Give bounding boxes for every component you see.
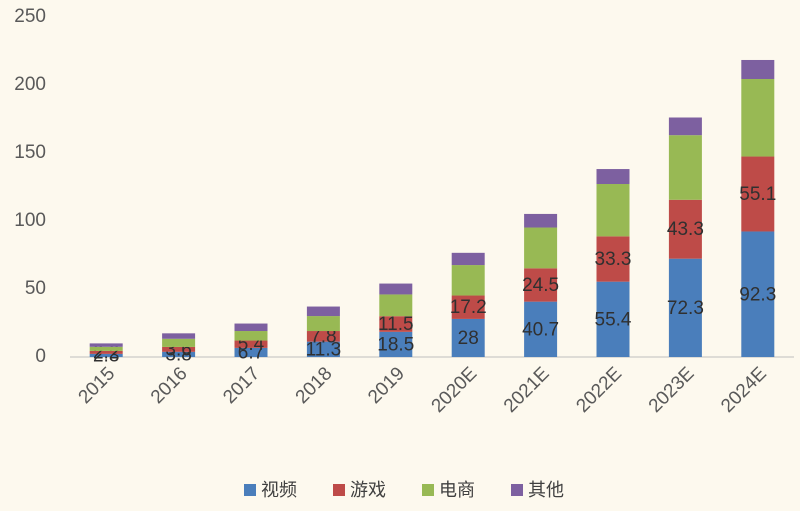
data-label: 40.7 — [522, 319, 559, 340]
bar-segment — [451, 295, 485, 319]
bar-segment — [596, 169, 630, 185]
bar-segment — [234, 331, 268, 341]
x-tick-label: 2023E — [645, 363, 699, 417]
bar-segment — [524, 227, 558, 269]
data-label: 28 — [458, 328, 479, 349]
x-tick-label: 2018 — [292, 363, 337, 408]
legend-label: 其他 — [528, 480, 564, 500]
y-tick-label: 0 — [35, 346, 46, 367]
y-tick-label: 50 — [25, 278, 46, 299]
data-label: 72.3 — [667, 298, 704, 319]
y-tick-label: 150 — [14, 142, 46, 163]
bar-segment — [668, 117, 702, 136]
data-label: 92.3 — [739, 284, 776, 305]
bar-segment — [524, 268, 558, 302]
bar-segment — [379, 331, 413, 357]
x-tick-label: 2017 — [219, 363, 264, 408]
bar-segment — [234, 323, 268, 332]
bar-segment — [306, 306, 340, 317]
bar-segment — [89, 353, 123, 357]
bar-segment — [89, 346, 123, 351]
bar-segment — [451, 252, 485, 266]
bar-segment — [668, 199, 702, 259]
x-tick-label: 2015 — [75, 363, 120, 408]
bar-segment — [306, 331, 340, 342]
bar-segment — [89, 350, 123, 354]
bar-segment — [668, 258, 702, 357]
bar-segment — [162, 338, 196, 347]
bar-segment — [162, 346, 196, 352]
x-tick-label: 2019 — [364, 363, 409, 408]
data-label: 24.5 — [522, 275, 559, 296]
bar-segment — [596, 281, 630, 357]
x-tick-label: 2024E — [717, 363, 771, 417]
legend-swatch — [244, 484, 256, 496]
bar-segment — [89, 343, 123, 347]
data-label: 43.3 — [667, 219, 704, 240]
data-label: 55.1 — [739, 184, 776, 205]
bar-segment — [379, 283, 413, 295]
legend-label: 电商 — [439, 480, 475, 500]
bar-segment — [596, 184, 630, 237]
data-label: 33.3 — [595, 249, 632, 270]
legend-swatch — [422, 484, 434, 496]
data-label: 18.5 — [377, 334, 414, 355]
bar-segment — [306, 341, 340, 357]
bar-segment — [596, 236, 630, 282]
data-label: 55.4 — [595, 309, 632, 330]
y-tick-label: 200 — [14, 74, 46, 95]
bar-segment — [524, 301, 558, 357]
legend-swatch — [511, 484, 523, 496]
bar-segment — [741, 231, 775, 357]
y-tick-label: 100 — [14, 210, 46, 231]
data-label: 11.5 — [378, 314, 414, 335]
legend-label: 视频 — [261, 480, 297, 500]
bar-segment — [451, 318, 485, 357]
bar-segment — [524, 213, 558, 228]
bar-segment — [162, 351, 196, 357]
bar-segment — [234, 340, 268, 348]
legend-label: 游戏 — [350, 480, 386, 500]
bar-segment — [741, 156, 775, 232]
bar-segment — [162, 333, 196, 339]
bar-segment — [306, 316, 340, 332]
x-tick-label: 2016 — [147, 363, 192, 408]
data-label: 11.3 — [306, 339, 342, 360]
x-tick-label: 2020E — [428, 363, 482, 417]
data-label: 17.2 — [450, 297, 487, 318]
bar-segment — [451, 265, 485, 296]
bar-segment — [234, 347, 268, 357]
legend-swatch — [333, 484, 345, 496]
bar-segment — [379, 316, 413, 332]
x-tick-label: 2022E — [572, 363, 626, 417]
bar-segment — [741, 79, 775, 157]
bar-segment — [668, 135, 702, 200]
bar-segment — [741, 59, 775, 80]
data-label: 7.8 — [310, 326, 336, 347]
x-tick-label: 2021E — [500, 363, 554, 417]
bar-segment — [379, 294, 413, 317]
y-tick-label: 250 — [14, 6, 46, 27]
